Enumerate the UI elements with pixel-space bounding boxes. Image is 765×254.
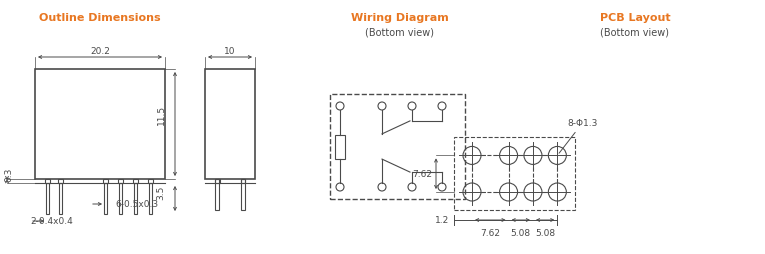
Bar	[118, 179, 122, 183]
Text: 20.2: 20.2	[90, 47, 110, 56]
Bar	[132, 179, 138, 183]
Bar	[335, 135, 345, 159]
Text: 10: 10	[224, 47, 236, 56]
Text: (Bottom view): (Bottom view)	[601, 27, 669, 37]
Bar	[35, 70, 165, 179]
Bar	[57, 179, 63, 183]
Bar	[240, 179, 246, 183]
Text: 7.62: 7.62	[412, 169, 432, 179]
Text: 7.62: 7.62	[480, 228, 500, 237]
Bar	[148, 179, 152, 183]
Bar	[241, 179, 245, 210]
Text: 0.3: 0.3	[5, 167, 14, 181]
Bar	[58, 183, 61, 214]
Bar	[103, 179, 108, 183]
Bar	[214, 179, 220, 183]
Text: 5.08: 5.08	[535, 228, 555, 237]
Text: Outline Dimensions: Outline Dimensions	[39, 13, 161, 23]
Text: 5.08: 5.08	[511, 228, 531, 237]
Bar	[148, 183, 151, 214]
Text: 1.2: 1.2	[435, 216, 449, 225]
Text: Wiring Diagram: Wiring Diagram	[351, 13, 449, 23]
Bar	[44, 179, 50, 183]
Text: (Bottom view): (Bottom view)	[366, 27, 435, 37]
Bar	[119, 183, 122, 214]
Text: 6-0.5x0.3: 6-0.5x0.3	[115, 200, 158, 209]
Bar	[103, 183, 106, 214]
Bar	[215, 179, 219, 210]
Text: 8-Φ1.3: 8-Φ1.3	[559, 119, 597, 154]
Bar	[45, 183, 48, 214]
Text: 11.5: 11.5	[157, 104, 165, 124]
Bar	[134, 183, 136, 214]
Text: 2-0.4x0.4: 2-0.4x0.4	[30, 217, 73, 226]
Bar	[205, 70, 255, 179]
Text: 3.5: 3.5	[157, 184, 165, 199]
Text: PCB Layout: PCB Layout	[600, 13, 670, 23]
